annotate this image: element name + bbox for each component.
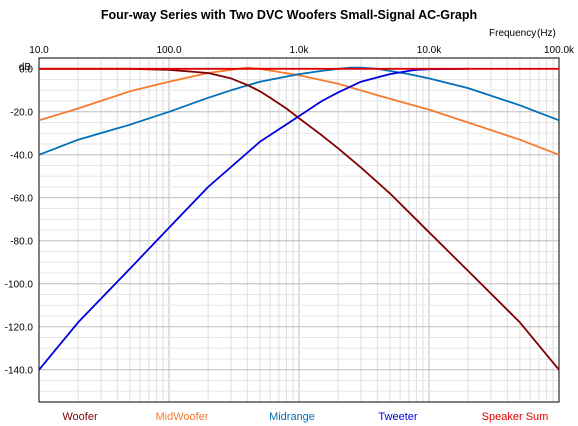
x-tick-label: 100.0: [156, 45, 181, 56]
y-tick-label: -140.0: [5, 365, 34, 376]
y-tick-label: 0.0: [19, 64, 33, 75]
x-axis-label: Frequency: [489, 28, 536, 39]
plot-frame: [38, 57, 560, 403]
legend-item-midwoofer: MidWoofer: [156, 411, 209, 423]
legend-item-woofer: Woofer: [62, 411, 98, 423]
legend-item-midrange: Midrange: [269, 411, 315, 423]
x-tick-label: 10.0k: [417, 45, 442, 56]
series-lines: [38, 66, 560, 371]
y-tick-label: -120.0: [5, 322, 34, 333]
legend-item-tweeter: Tweeter: [378, 411, 417, 423]
x-ticks: 10.0 100.0 1.0k 10.0k 100.0k: [29, 45, 575, 56]
y-tick-label: -20.0: [10, 107, 33, 118]
y-ticks: 0.0 -20.0 -40.0 -60.0 -80.0 -100.0 -120.0 -140.…: [5, 64, 34, 376]
grid: [39, 58, 559, 402]
y-tick-label: -80.0: [10, 236, 33, 247]
y-tick-label: -40.0: [10, 150, 33, 161]
chart-title: Four-way Series with Two DVC Woofers Sma…: [101, 8, 477, 22]
x-axis-unit: (Hz): [537, 28, 556, 39]
series-line-tweeter: [38, 67, 469, 371]
x-tick-label: 1.0k: [290, 45, 310, 56]
y-tick-label: -100.0: [5, 279, 34, 290]
legend-item-speaker-sum: Speaker Sum: [482, 411, 549, 423]
y-axis-label: dB: [19, 62, 32, 73]
series-line-woofer: [39, 67, 560, 371]
series-line-midwoofer: [38, 66, 560, 156]
x-tick-label: 100.0k: [544, 45, 575, 56]
legend: Woofer MidWoofer Midrange Tweeter Speaker Su…: [62, 411, 548, 423]
y-tick-label: -60.0: [10, 193, 33, 204]
x-tick-label: 10.0: [29, 45, 49, 56]
